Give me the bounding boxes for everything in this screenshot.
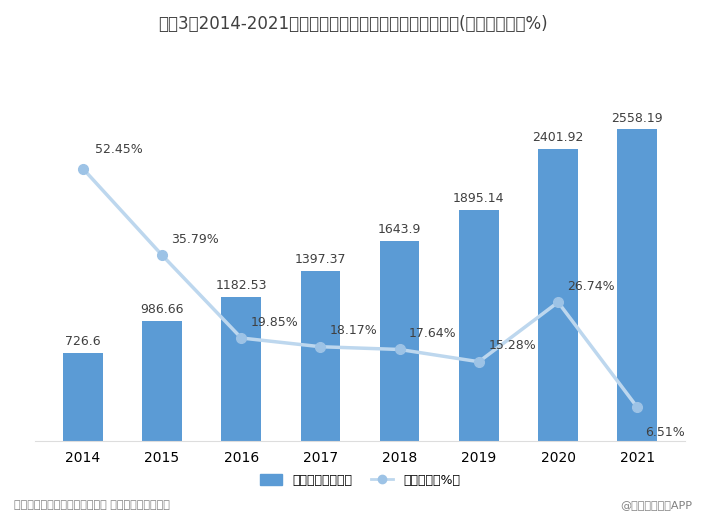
Text: 18.17%: 18.17% — [330, 324, 378, 338]
Text: 17.64%: 17.64% — [409, 327, 457, 340]
Text: 35.79%: 35.79% — [172, 233, 220, 246]
Bar — [618, 129, 657, 441]
Legend: 销售收入（亿元）, 同比增速（%）: 销售收入（亿元）, 同比增速（%） — [253, 468, 467, 494]
Text: 6.51%: 6.51% — [645, 425, 685, 439]
Text: 2558.19: 2558.19 — [611, 112, 663, 125]
Bar — [63, 352, 102, 441]
Text: 19.85%: 19.85% — [251, 315, 299, 329]
Text: 资料来源：中国音数协游戏工委 前瞻产业研究院整理: 资料来源：中国音数协游戏工委 前瞻产业研究院整理 — [14, 501, 170, 510]
Text: 1895.14: 1895.14 — [453, 192, 505, 205]
Text: 986.66: 986.66 — [140, 303, 184, 316]
Text: 15.28%: 15.28% — [489, 340, 536, 352]
Bar — [222, 297, 261, 441]
Text: 1397.37: 1397.37 — [294, 253, 346, 266]
Text: 2401.92: 2401.92 — [532, 131, 584, 144]
Bar — [301, 271, 340, 441]
Bar — [538, 149, 578, 441]
Text: 图表3：2014-2021年中国自主研发游戏国内市场销售收入(单位：亿元，%): 图表3：2014-2021年中国自主研发游戏国内市场销售收入(单位：亿元，%) — [158, 15, 548, 33]
Text: 52.45%: 52.45% — [95, 143, 143, 155]
Text: 1182.53: 1182.53 — [215, 279, 267, 292]
Text: 26.74%: 26.74% — [568, 280, 615, 293]
Bar — [380, 241, 419, 441]
Bar — [459, 210, 498, 441]
Text: 726.6: 726.6 — [65, 335, 101, 348]
Bar — [142, 321, 182, 441]
Text: 1643.9: 1643.9 — [378, 223, 421, 236]
Text: @前瞻经济学人APP: @前瞻经济学人APP — [620, 501, 692, 510]
